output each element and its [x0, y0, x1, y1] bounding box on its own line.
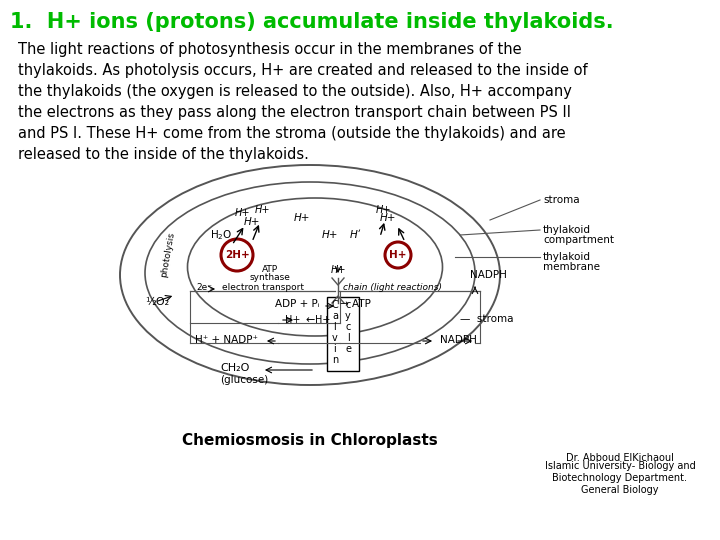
- Text: → ATP: → ATP: [340, 299, 371, 309]
- Text: c: c: [346, 322, 351, 332]
- Text: photolysis: photolysis: [160, 232, 176, 279]
- Text: l: l: [346, 333, 349, 343]
- Text: Islamic University- Biology and
Biotechnology Department.: Islamic University- Biology and Biotechn…: [544, 461, 696, 483]
- Text: ←: ←: [305, 315, 315, 325]
- Text: Hʹ: Hʹ: [350, 230, 360, 240]
- Text: synthase: synthase: [250, 273, 290, 282]
- FancyBboxPatch shape: [327, 297, 359, 371]
- Text: l: l: [333, 322, 336, 332]
- Text: membrane: membrane: [543, 262, 600, 272]
- Text: electron transport: electron transport: [222, 282, 304, 292]
- Text: v: v: [332, 333, 338, 343]
- Text: ½O₂: ½O₂: [145, 297, 169, 307]
- Text: n: n: [332, 355, 338, 365]
- Text: ATP: ATP: [262, 266, 278, 274]
- Text: CH₂O: CH₂O: [220, 363, 249, 373]
- Text: H$_2$O: H$_2$O: [210, 228, 233, 242]
- Text: (glucose): (glucose): [220, 375, 269, 385]
- Text: C: C: [332, 300, 338, 310]
- Text: H⁺ + NADP⁺: H⁺ + NADP⁺: [195, 335, 258, 345]
- Text: 1.  H+ ions (protons) accumulate inside thylakoids.: 1. H+ ions (protons) accumulate inside t…: [10, 12, 613, 32]
- Text: stroma: stroma: [543, 195, 580, 205]
- Text: H+: H+: [330, 265, 346, 275]
- Text: 2e⁻: 2e⁻: [196, 282, 212, 292]
- Text: NADPH: NADPH: [470, 270, 507, 280]
- Text: H+: H+: [285, 315, 300, 325]
- Text: H+: H+: [294, 213, 310, 223]
- Text: Dr. Abboud ElKichaoul: Dr. Abboud ElKichaoul: [566, 453, 674, 463]
- Text: a: a: [332, 311, 338, 321]
- Text: e: e: [345, 344, 351, 354]
- Text: NADPH: NADPH: [440, 335, 477, 345]
- Text: thylakoid: thylakoid: [543, 252, 591, 262]
- Text: Chemiosmosis in Chloroplasts: Chemiosmosis in Chloroplasts: [182, 433, 438, 448]
- Text: y: y: [345, 311, 351, 321]
- Text: H+: H+: [234, 208, 250, 218]
- Text: 2H+: 2H+: [225, 250, 249, 260]
- Text: c: c: [346, 300, 351, 310]
- Text: H+: H+: [390, 250, 407, 260]
- Text: thylakoid: thylakoid: [543, 225, 591, 235]
- Text: General Biology: General Biology: [581, 485, 659, 495]
- Text: i: i: [333, 344, 336, 354]
- Text: H+: H+: [315, 315, 330, 325]
- Text: H+: H+: [375, 205, 391, 215]
- Text: H+: H+: [379, 213, 396, 223]
- Text: The light reactions of photosynthesis occur in the membranes of the
thylakoids. : The light reactions of photosynthesis oc…: [18, 42, 588, 162]
- Text: —  stroma: — stroma: [460, 314, 513, 324]
- Text: H+: H+: [254, 205, 270, 215]
- Text: compartment: compartment: [543, 235, 614, 245]
- Text: H+: H+: [322, 230, 338, 240]
- Text: ADP + Pᵢ: ADP + Pᵢ: [275, 299, 320, 309]
- Text: H+: H+: [244, 217, 260, 227]
- Text: chain (light reactions): chain (light reactions): [343, 282, 442, 292]
